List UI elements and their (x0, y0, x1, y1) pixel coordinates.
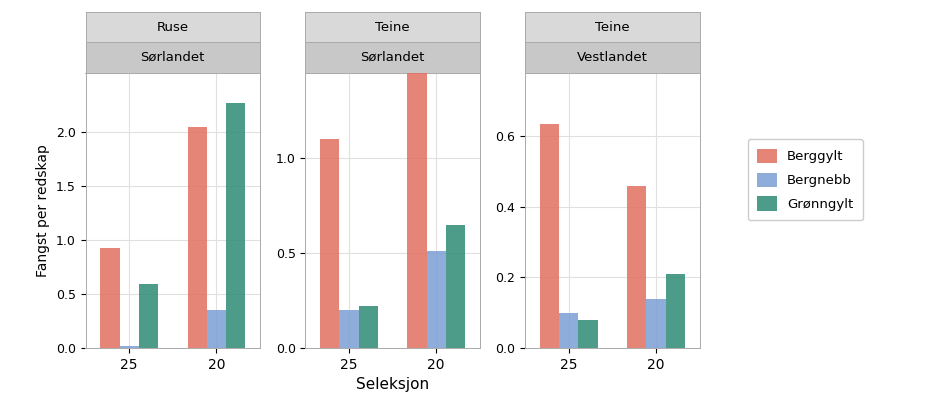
Bar (226, 103, 245, 348)
Bar (408, 0, 427, 348)
Bar (446, 224, 465, 348)
Bar (207, 310, 226, 348)
Bar (540, 124, 560, 348)
Bar (339, 310, 358, 348)
Bar (320, 139, 339, 348)
Text: Sørlandet: Sørlandet (141, 51, 205, 64)
Bar (358, 306, 378, 348)
Bar (139, 284, 158, 348)
Bar (101, 248, 120, 348)
Bar (579, 320, 598, 348)
X-axis label: Seleksjon: Seleksjon (356, 377, 429, 392)
Y-axis label: Fangst per redskap: Fangst per redskap (36, 144, 50, 277)
Bar (560, 313, 579, 348)
Text: Teine: Teine (595, 21, 630, 34)
Legend: Berggylt, Bergnebb, Grønngylt: Berggylt, Bergnebb, Grønngylt (748, 140, 863, 220)
Text: Vestlandet: Vestlandet (577, 51, 648, 64)
Bar (666, 274, 685, 348)
Bar (120, 346, 139, 348)
Text: Teine: Teine (375, 21, 409, 34)
Bar (187, 126, 207, 348)
Text: Ruse: Ruse (157, 21, 189, 34)
Text: Sørlandet: Sørlandet (360, 51, 425, 64)
Bar (427, 251, 446, 348)
Bar (647, 298, 666, 348)
Bar (627, 186, 647, 348)
